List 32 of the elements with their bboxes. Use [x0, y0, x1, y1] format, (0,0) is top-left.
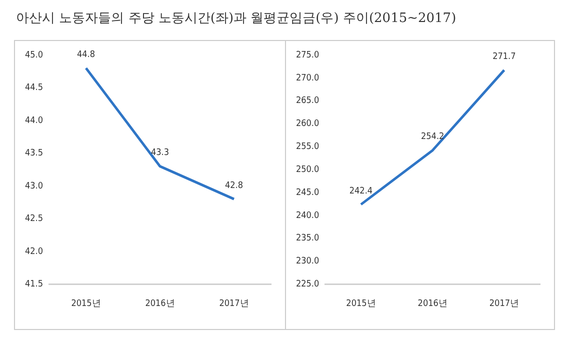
y-tick-label: 235.0 — [296, 234, 320, 244]
x-tick-label: 2017년 — [219, 298, 249, 309]
y-tick-label: 42.5 — [24, 214, 44, 224]
x-tick-label: 2015년 — [346, 298, 376, 309]
data-label: 42.8 — [224, 180, 244, 191]
y-tick-label: 41.5 — [24, 280, 44, 290]
y-tick-label: 43.5 — [24, 148, 44, 159]
y-tick-label: 43.0 — [24, 181, 44, 192]
y-tick-label: 42.0 — [24, 246, 44, 257]
y-tick-label: 230.0 — [296, 256, 320, 267]
x-tick-label: 2015년 — [71, 298, 101, 309]
data-label: 242.4 — [349, 186, 373, 196]
data-label: 271.7 — [492, 52, 516, 62]
y-tick-label: 245.0 — [296, 188, 320, 198]
chart-title: 아산시 노동자들의 주당 노동시간(좌)과 월평균임금(우) 주이(2015~2017) — [16, 10, 456, 27]
y-tick-label: 44.0 — [24, 116, 44, 126]
y-tick-label: 45.0 — [24, 50, 44, 60]
y-tick-label: 240.0 — [296, 210, 320, 221]
x-tick-label: 2016년 — [145, 298, 175, 309]
y-tick-label: 265.0 — [296, 96, 320, 106]
data-label: 43.3 — [150, 148, 170, 158]
y-tick-label: 275.0 — [296, 50, 320, 60]
y-tick-label: 270.0 — [296, 73, 320, 84]
data-label: 254.2 — [420, 132, 444, 142]
y-tick-label: 260.0 — [296, 119, 320, 130]
data-label: 44.8 — [77, 50, 96, 60]
y-tick-label: 44.5 — [24, 83, 44, 94]
y-tick-label: 255.0 — [296, 142, 320, 152]
x-tick-label: 2016년 — [418, 298, 448, 309]
x-tick-label: 2017년 — [489, 298, 519, 309]
y-tick-label: 225.0 — [296, 280, 320, 290]
y-tick-label: 250.0 — [296, 164, 320, 175]
